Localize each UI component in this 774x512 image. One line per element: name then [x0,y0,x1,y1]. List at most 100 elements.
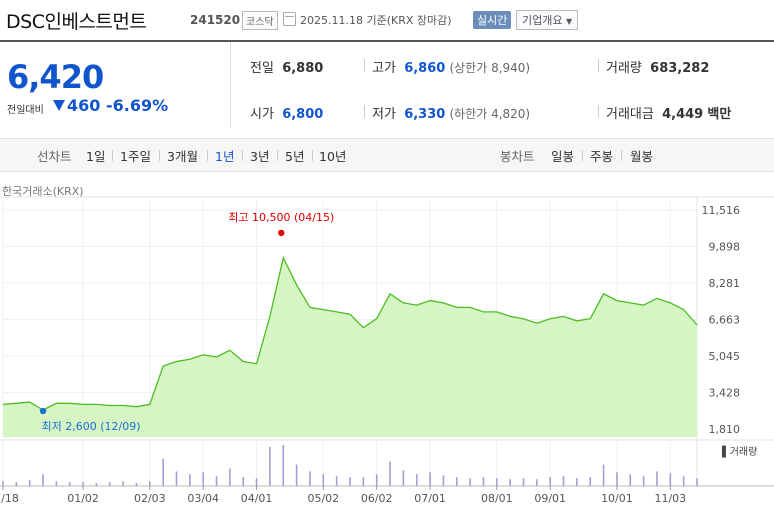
x-tick-label: 07/01 [414,492,446,505]
volume-bar [108,482,111,486]
high-marker [278,229,285,237]
volume-bar [95,483,98,486]
prev-close: 전일 6,880 [250,61,324,76]
amount-stat: 거래대금 4,449 백만 [606,107,732,122]
volume-bar [682,476,685,486]
volume-bar [309,471,311,486]
volume-bar [455,477,458,486]
volume-bar [269,446,271,486]
divider [598,59,599,72]
change-rate: -6.69% [106,96,169,115]
volume-bar [442,475,445,486]
tab-weekly[interactable]: 주봉 [590,149,614,164]
x-tick-label: 11/03 [654,492,686,505]
volume-bar [55,481,58,486]
y-tick-label: 11,516 [702,204,741,217]
divider [207,150,208,161]
tab-daily[interactable]: 일봉 [551,149,575,164]
y-tick-label: 6,663 [709,314,741,327]
high-annotation: 최고 10,500 (04/15) [228,211,334,224]
change-label: 전일대비 [7,105,44,116]
tab-1d[interactable]: 1일 [86,149,106,164]
volume-bar [549,477,551,486]
tab-3m[interactable]: 3개월 [167,149,198,164]
price-area [3,257,697,437]
volume-bar [68,482,71,486]
chart-tabs-bar [0,138,774,172]
tab-5y[interactable]: 5년 [285,149,305,164]
divider [242,150,243,161]
divider [364,105,365,118]
volume-bar [602,464,605,486]
volume-bar [616,472,618,486]
volume-bar [2,481,4,486]
volume-bar [389,461,391,486]
volume-bar [536,479,538,486]
divider [582,150,583,161]
volume-bar [282,445,285,486]
volume-bar [335,476,338,486]
volume-bar [322,474,325,486]
volume-bar [482,477,485,486]
tab-3y[interactable]: 3년 [250,149,270,164]
volume-bar [15,482,18,486]
x-tick-label: 02/03 [134,492,166,505]
x-tick-label: 10/01 [601,492,633,505]
volume-bar [589,477,592,486]
market-badge: 코스닥 [242,11,278,30]
line-chart-label: 선차트 [37,149,72,164]
volume-bar [255,478,258,486]
divider [364,59,365,72]
dropdown-caret-icon: ▼ [565,17,573,26]
volume-bar [175,471,178,486]
down-triangle-icon [53,100,65,111]
volume-bar [375,474,378,486]
x-tick-label: 09/01 [534,492,566,505]
price-change: 460 [53,96,100,115]
volume-bar [629,474,632,486]
volume-bar [429,472,431,486]
y-tick-label: 9,898 [709,241,741,254]
price-line [2,255,698,411]
tab-10y[interactable]: 10년 [319,149,347,164]
volume-bar [576,478,578,486]
divider [159,150,160,161]
volume-bar [522,478,525,486]
high-price: 고가 6,860 (상한가 8,940) [372,61,531,76]
stock-name: DSC인베스트먼트 [6,11,147,33]
y-tick-label: 5,045 [709,350,741,363]
volume-bar [229,468,231,486]
volume-bar [656,471,658,486]
volume-bar [215,476,218,486]
volume-bar [202,472,204,486]
volume-bar [496,478,498,486]
y-tick-label: 8,281 [709,277,741,290]
volume-bar [162,458,164,486]
candle-chart-label: 봉차트 [500,149,535,164]
price-panel [0,42,231,128]
volume-bar [669,473,672,486]
tab-1w[interactable]: 1주일 [120,149,151,164]
volume-bar [149,481,151,486]
y-tick-label: 3,428 [709,386,741,399]
tab-1y[interactable]: 1년 [215,149,235,164]
volume-bar [295,464,298,486]
company-overview-button[interactable]: 기업개요 ▼ [516,10,579,30]
volume-bar [242,477,245,486]
x-tick-label: 01/02 [67,492,99,505]
calendar-icon [283,12,296,26]
volume-bar [696,478,698,486]
realtime-button[interactable]: 실시간 [473,11,512,29]
volume-bar [402,470,405,486]
tab-monthly[interactable]: 월봉 [630,149,654,164]
volume-bar [28,480,31,486]
volume-bar [415,474,418,486]
x-tick-label: 04/01 [241,492,273,505]
x-tick-label: 06/02 [361,492,393,505]
x-tick-label: 05/02 [307,492,339,505]
price-chart: 11,516 9,898 8,281 6,663 5,045 3,428 1,810 11/1… [0,196,774,505]
current-price: 6,420 [7,58,104,96]
low-price: 저가 6,330 (하한가 4,820) [372,107,531,122]
volume-bar [82,482,84,486]
volume-bar [509,479,511,486]
